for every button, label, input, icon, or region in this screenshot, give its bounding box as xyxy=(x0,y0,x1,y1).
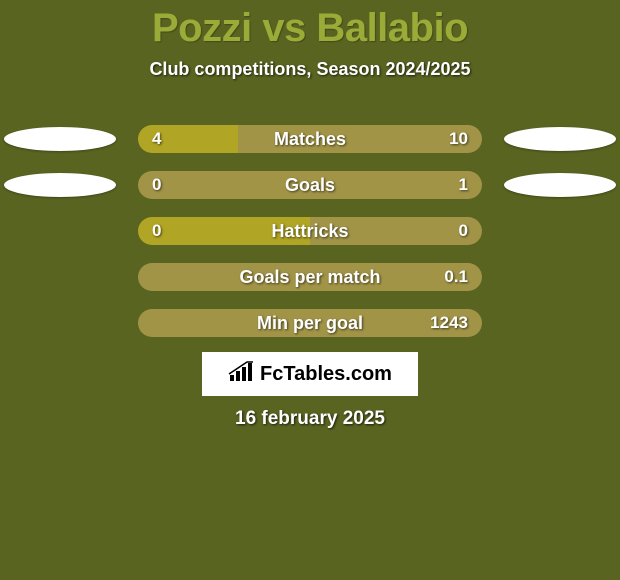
fctables-label: FcTables.com xyxy=(260,363,392,386)
stat-value-left: 4 xyxy=(152,125,161,153)
stat-row: 00Hattricks xyxy=(0,217,620,245)
date-label: 16 february 2025 xyxy=(0,408,620,430)
stat-value-right: 1 xyxy=(459,171,468,199)
stat-bar: 1243Min per goal xyxy=(138,309,482,337)
stat-value-right: 10 xyxy=(449,125,468,153)
stat-bar-right-segment xyxy=(238,125,482,153)
player-badge-left xyxy=(4,173,116,197)
stat-bar: 01Goals xyxy=(138,171,482,199)
stat-value-right: 0 xyxy=(459,217,468,245)
page-title: Pozzi vs Ballabio xyxy=(0,0,620,51)
chart-icon xyxy=(228,361,254,388)
subtitle: Club competitions, Season 2024/2025 xyxy=(0,59,620,80)
stats-rows: 410Matches01Goals00Hattricks0.1Goals per… xyxy=(0,125,620,355)
stat-bar: 0.1Goals per match xyxy=(138,263,482,291)
player-badge-right xyxy=(504,173,616,197)
stat-value-right: 1243 xyxy=(430,309,468,337)
stat-bar-right-segment xyxy=(138,171,482,199)
stat-bar: 00Hattricks xyxy=(138,217,482,245)
stat-bar: 410Matches xyxy=(138,125,482,153)
player-badge-right xyxy=(504,127,616,151)
player-badge-left xyxy=(4,127,116,151)
stat-row: 0.1Goals per match xyxy=(0,263,620,291)
stat-bar-left-segment xyxy=(138,217,310,245)
stat-bar-right-segment xyxy=(138,263,482,291)
stat-bar-right-segment xyxy=(310,217,482,245)
fctables-badge: FcTables.com xyxy=(202,352,418,396)
stat-row: 410Matches xyxy=(0,125,620,153)
stat-row: 01Goals xyxy=(0,171,620,199)
stat-row: 1243Min per goal xyxy=(0,309,620,337)
stat-value-left: 0 xyxy=(152,171,161,199)
stat-value-right: 0.1 xyxy=(444,263,468,291)
stat-value-left: 0 xyxy=(152,217,161,245)
